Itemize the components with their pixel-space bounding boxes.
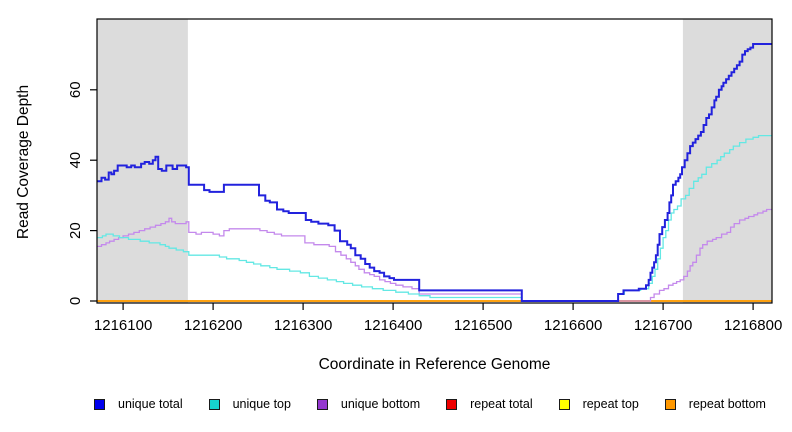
legend-label: repeat bottom <box>688 397 766 411</box>
legend-label: unique total <box>118 397 183 411</box>
series-unique-bottom <box>97 208 772 302</box>
coverage-plot: 1216100 1216200 1216300 1216400 1216500 12166… <box>67 18 782 334</box>
x-tick-label: 1216300 <box>274 317 332 334</box>
y-tick-label: 20 <box>67 222 84 239</box>
x-tick-label: 1216400 <box>364 317 422 334</box>
legend-item-unique-bottom: unique bottom <box>316 397 421 411</box>
x-tick-label: 1216800 <box>724 317 782 334</box>
legend-swatch-icon <box>208 398 220 410</box>
y-axis-title: Read Coverage Depth <box>15 84 32 240</box>
legend-item-repeat-bottom: repeat bottom <box>664 397 766 411</box>
series-unique-total <box>97 43 772 302</box>
plot-box <box>96 18 773 304</box>
coverage-plot-svg: 1216100 1216200 1216300 1216400 1216500 12166… <box>67 18 782 334</box>
legend-item-unique-total: unique total <box>94 397 183 411</box>
y-tick-label: 60 <box>67 81 84 98</box>
legend-swatch-icon <box>664 398 676 410</box>
legend-label: repeat top <box>582 397 639 411</box>
legend: unique total unique top unique bottom repea… <box>94 397 766 411</box>
legend-label: unique top <box>232 397 291 411</box>
x-tick-label: 1216100 <box>94 317 152 334</box>
legend-item-repeat-total: repeat total <box>446 397 533 411</box>
legend-label: repeat total <box>470 397 533 411</box>
x-axis-title: Coordinate in Reference Genome <box>318 356 551 373</box>
legend-item-unique-top: unique top <box>208 397 291 411</box>
y-tick-label: 0 <box>67 297 84 305</box>
legend-swatch-icon <box>446 398 458 410</box>
x-tick-label: 1216200 <box>184 317 242 334</box>
legend-label: unique bottom <box>340 397 421 411</box>
repeat-region-shade <box>97 19 188 303</box>
x-tick-label: 1216600 <box>544 317 602 334</box>
y-tick-label: 40 <box>67 152 84 169</box>
x-tick-label: 1216500 <box>454 317 512 334</box>
legend-swatch-icon <box>94 398 105 410</box>
legend-swatch-icon <box>558 398 570 410</box>
legend-swatch-icon <box>316 398 328 410</box>
x-tick-label: 1216700 <box>634 317 692 334</box>
series-unique-top <box>97 134 772 302</box>
legend-item-repeat-top: repeat top <box>558 397 639 411</box>
